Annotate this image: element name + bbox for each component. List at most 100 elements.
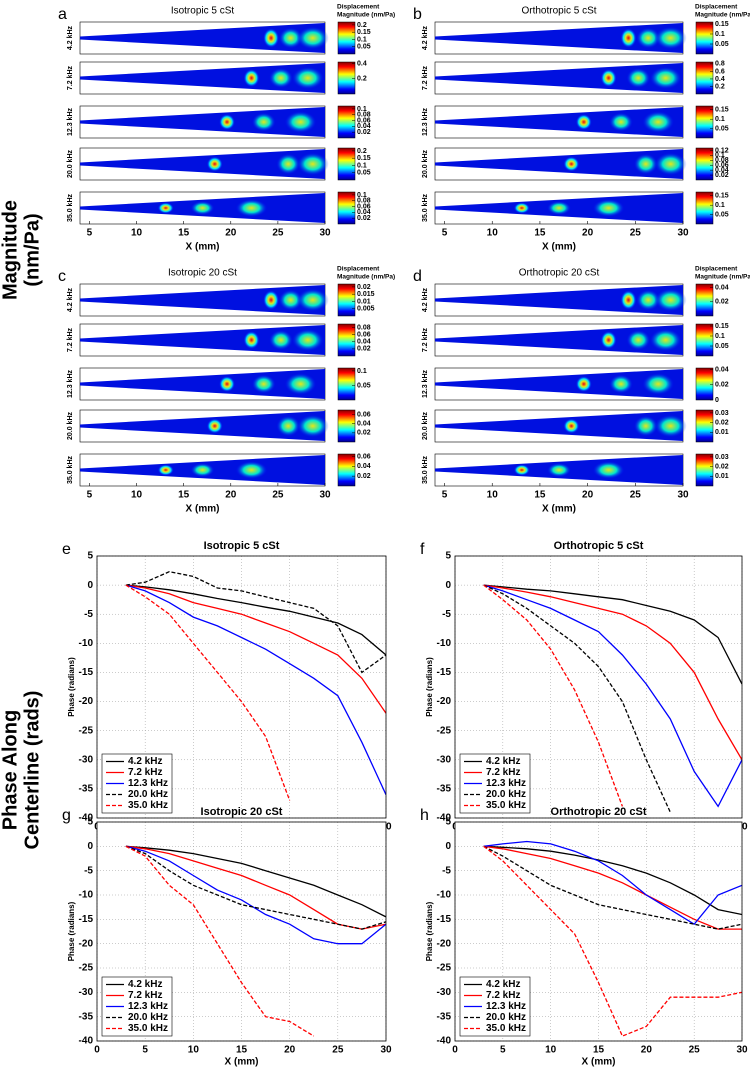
colorbar xyxy=(337,323,356,357)
field-blob xyxy=(633,415,658,437)
x-tick-label: 20 xyxy=(582,228,594,239)
y-tick-label: 5 xyxy=(445,551,451,562)
freq-label: 20.0 kHz xyxy=(422,149,429,178)
x-tick-label: 5 xyxy=(142,1045,148,1056)
panel-title: Isotropic 5 cSt xyxy=(171,6,235,17)
cochlea-wedge xyxy=(80,23,325,53)
panel-title: Orthotropic 5 cSt xyxy=(521,6,596,17)
x-tick-label: 25 xyxy=(272,490,284,501)
colorbar-tick-label: 0.08 xyxy=(357,324,371,331)
field-blob xyxy=(235,199,268,217)
colorbar-tick-label: 0.05 xyxy=(715,125,729,132)
x-tick-label: 15 xyxy=(534,228,546,239)
x-tick-label: 30 xyxy=(319,228,331,239)
y-tick-label: 5 xyxy=(87,551,93,562)
colorbar xyxy=(695,105,714,139)
field-blob xyxy=(276,153,301,175)
field-blob xyxy=(547,201,571,215)
field-blob xyxy=(513,464,530,476)
legend-label: 7.2 kHz xyxy=(128,990,162,1001)
colorbar-tick-label: 0.04 xyxy=(357,123,371,130)
cochlea-wedge xyxy=(435,285,683,315)
y-tick-label: -40 xyxy=(79,813,94,824)
colorbar-tick-label: 0.02 xyxy=(357,129,371,136)
y-tick-label: -10 xyxy=(79,638,94,649)
cochlea-wedge xyxy=(435,411,683,441)
colorbar-tick-label: 0.02 xyxy=(357,430,371,437)
y-tick-label: 0 xyxy=(445,841,451,852)
y-tick-label: -15 xyxy=(79,914,94,925)
field-blob xyxy=(636,27,661,49)
field-blob xyxy=(636,289,661,311)
panel-letter: e xyxy=(62,541,71,558)
y-tick-label: -15 xyxy=(79,667,94,678)
series-line xyxy=(483,584,742,685)
freq-label: 7.2 kHz xyxy=(422,65,429,90)
colorbar xyxy=(337,147,356,181)
y-tick-label: -30 xyxy=(79,754,94,765)
field-blob xyxy=(278,289,303,311)
cochlea-wedge xyxy=(435,23,683,53)
colorbar-tick-label: 0.04 xyxy=(357,339,371,346)
field-blob xyxy=(563,418,580,434)
colorbar-tick-label: 0.2 xyxy=(715,83,725,90)
y-axis-label: Phase (radians) xyxy=(425,901,434,961)
field-blob xyxy=(243,69,260,87)
y-tick-label: -15 xyxy=(437,667,452,678)
colorbar xyxy=(337,453,356,487)
x-tick-label: 10 xyxy=(131,228,143,239)
legend-label: 7.2 kHz xyxy=(486,767,520,778)
colorbar-tick-label: 0.1 xyxy=(357,106,367,113)
series-line xyxy=(483,845,742,1037)
field-blob xyxy=(291,328,324,352)
series-line xyxy=(125,845,386,918)
colorbar-tick-label: 0.04 xyxy=(715,366,729,373)
colorbar-tick-label: 0.04 xyxy=(357,209,371,216)
legend-label: 35.0 kHz xyxy=(486,1023,526,1034)
axes-frame xyxy=(454,555,743,819)
freq-label: 35.0 kHz xyxy=(422,193,429,222)
colorbar-tick-label: 0.05 xyxy=(715,41,729,48)
field-blob xyxy=(654,152,687,176)
colorbar-tick-label: 0.06 xyxy=(357,117,371,124)
x-tick-label: 20 xyxy=(284,1045,296,1056)
field-blob xyxy=(278,27,303,49)
colorbar xyxy=(337,367,356,401)
y-tick-label: -10 xyxy=(79,890,94,901)
colorbar-tick-label: 0.4 xyxy=(357,60,367,67)
x-tick-label: 10 xyxy=(131,490,143,501)
y-tick-label: -30 xyxy=(79,987,94,998)
field-blob xyxy=(563,156,580,172)
colorbar-title: Magnitude (nm/Pa) xyxy=(695,12,750,19)
colorbar-tick-label: 0.1 xyxy=(715,152,725,159)
colorbar-tick-label: 0.005 xyxy=(357,306,375,313)
series-line xyxy=(125,571,386,674)
colorbar-tick-label: 0.04 xyxy=(715,284,729,291)
y-tick-label: -5 xyxy=(442,865,451,876)
axes-frame xyxy=(454,821,743,1042)
x-tick-label: 25 xyxy=(332,1045,344,1056)
field-blob xyxy=(296,152,329,176)
field-blob xyxy=(592,199,625,217)
legend-label: 20.0 kHz xyxy=(128,789,168,800)
colorbar-tick-label: 0.01 xyxy=(715,429,729,436)
colorbar-tick-label: 0.02 xyxy=(715,299,729,306)
x-tick-label: 20 xyxy=(641,1045,653,1056)
panel-letter: b xyxy=(413,6,422,23)
field-blob xyxy=(600,331,617,349)
x-tick-label: 15 xyxy=(236,1045,248,1056)
field-blob xyxy=(243,331,260,349)
colorbar-tick-label: 0.05 xyxy=(715,343,729,350)
chart-title: Isotropic 20 cSt xyxy=(201,806,283,818)
y-tick-label: -35 xyxy=(79,1011,94,1022)
colorbar-tick-label: 0.12 xyxy=(715,147,729,154)
cochlea-wedge xyxy=(80,149,325,179)
y-tick-label: -25 xyxy=(79,725,94,736)
x-tick-label: 25 xyxy=(630,490,642,501)
y-tick-label: 5 xyxy=(87,817,93,828)
field-blob xyxy=(190,201,215,215)
y-tick-label: 5 xyxy=(445,817,451,828)
x-tick-label: 10 xyxy=(487,228,499,239)
y-tick-label: -35 xyxy=(437,1011,452,1022)
